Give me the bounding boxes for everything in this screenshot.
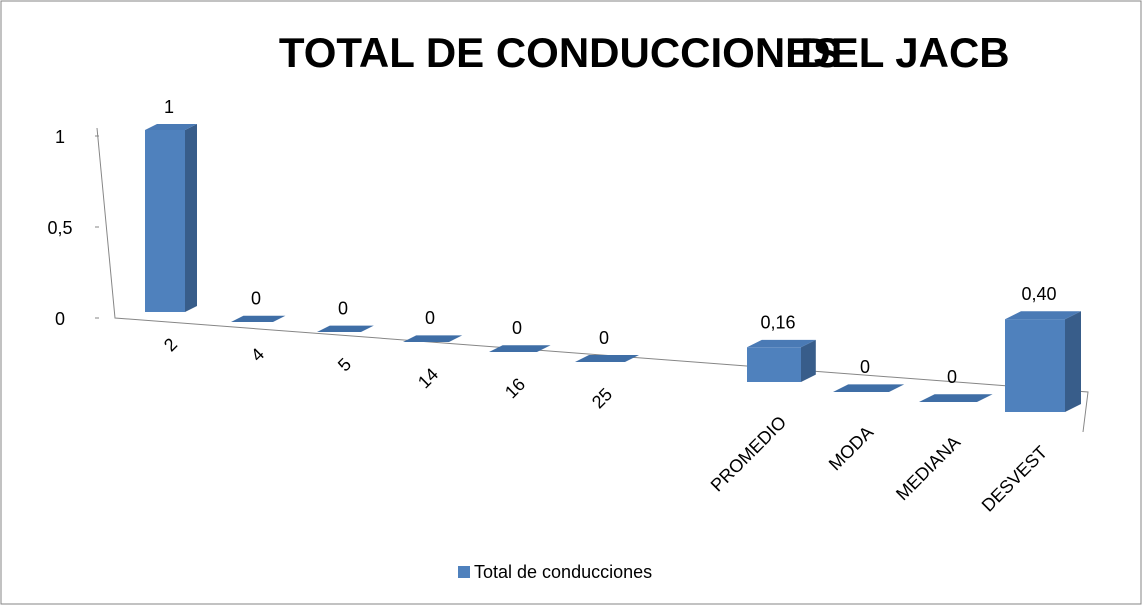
data-label: 0	[425, 308, 435, 328]
bar-top	[919, 394, 993, 402]
data-label: 0	[251, 289, 261, 309]
chart-title: TOTAL DE CONDUCCIONES	[279, 29, 841, 76]
bar-side	[1065, 311, 1081, 412]
data-label: 0,40	[1021, 284, 1056, 304]
bar-side	[185, 124, 197, 312]
y-tick-label: 0	[55, 309, 65, 329]
bar-top	[1005, 311, 1081, 320]
bar-top	[145, 124, 197, 130]
legend-label: Total de conducciones	[474, 562, 652, 582]
data-label: 0,16	[760, 313, 795, 333]
data-label: 0	[947, 367, 957, 387]
y-tick-label: 0,5	[47, 218, 72, 238]
bar-top	[231, 315, 286, 322]
bar-top	[489, 345, 551, 352]
bar-side	[801, 339, 816, 382]
data-label: 0	[512, 318, 522, 338]
data-label: 0	[860, 357, 870, 377]
data-label: 0	[599, 328, 609, 348]
bar	[145, 130, 185, 312]
bar-top	[317, 325, 374, 332]
bar	[747, 347, 801, 382]
bar-top	[833, 384, 905, 392]
chart-subtitle: DEL JACB	[800, 29, 1009, 76]
y-tick-label: 1	[55, 127, 65, 147]
bar-top	[747, 339, 816, 348]
bar-top	[575, 355, 639, 362]
legend-swatch	[458, 566, 470, 578]
data-label: 0	[338, 298, 348, 318]
bar-top	[403, 335, 463, 342]
bar	[1005, 319, 1065, 412]
data-label: 1	[164, 97, 174, 117]
